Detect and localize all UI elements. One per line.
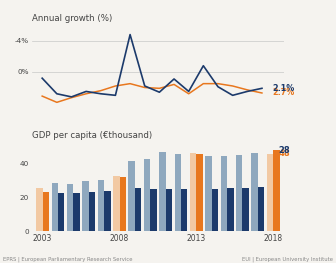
Bar	[144, 159, 150, 231]
Text: GDP per capita (€thousand): GDP per capita (€thousand)	[32, 130, 152, 140]
Bar	[251, 153, 258, 231]
Text: EUI | European University Institute: EUI | European University Institute	[242, 256, 333, 262]
Bar	[190, 153, 196, 231]
Bar	[73, 193, 80, 231]
Bar	[89, 192, 95, 231]
Bar	[227, 188, 234, 231]
Bar	[221, 155, 227, 231]
Bar	[243, 188, 249, 231]
Bar	[113, 176, 120, 231]
Text: 48: 48	[279, 149, 290, 158]
Bar	[236, 155, 243, 231]
Bar	[36, 188, 43, 231]
Bar	[67, 184, 73, 231]
Bar	[212, 189, 218, 231]
Bar	[205, 155, 212, 231]
Bar	[82, 181, 89, 231]
Text: 2.1%: 2.1%	[272, 84, 294, 93]
Bar	[159, 152, 166, 231]
Bar	[135, 188, 141, 231]
Bar	[267, 154, 273, 231]
Bar	[58, 194, 65, 231]
Bar	[174, 154, 181, 231]
Bar	[120, 178, 126, 231]
Text: 2.7%: 2.7%	[272, 88, 294, 98]
Bar	[196, 154, 203, 231]
Bar	[43, 192, 49, 231]
Bar	[104, 191, 111, 231]
Bar	[273, 150, 280, 231]
Bar	[52, 183, 58, 231]
Bar	[128, 161, 135, 231]
Bar	[181, 189, 187, 231]
Text: EPRS | European Parliamentary Research Service: EPRS | European Parliamentary Research S…	[3, 256, 133, 262]
Bar	[258, 187, 264, 231]
Text: Annual growth (%): Annual growth (%)	[32, 14, 112, 23]
Bar	[166, 189, 172, 231]
Bar	[98, 180, 104, 231]
Text: 28: 28	[279, 146, 290, 155]
Bar	[150, 189, 157, 231]
